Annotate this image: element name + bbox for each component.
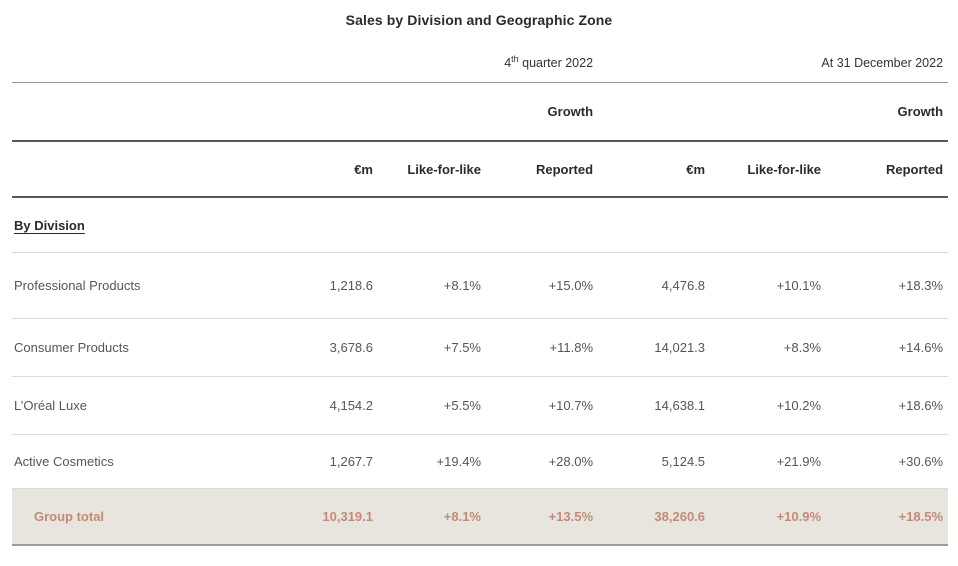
- column-header-row: €m Like-for-like Reported €m Like-for-li…: [12, 141, 949, 198]
- row-label: Professional Products: [12, 252, 312, 319]
- row-label: L’Oréal Luxe: [12, 376, 312, 435]
- table-row-active-cosmetics: Active Cosmetics 1,267.7 +19.4% +28.0% 5…: [12, 434, 949, 489]
- cell-value: +10.7%: [486, 376, 599, 435]
- section-label: By Division: [14, 217, 85, 233]
- total-value: +8.1%: [378, 488, 486, 546]
- total-value: 38,260.6: [598, 488, 711, 546]
- spacer-cell: [12, 42, 312, 83]
- total-value: 10,319.1: [312, 488, 378, 546]
- section-row: By Division: [12, 197, 949, 253]
- cell-value: +11.8%: [486, 318, 599, 377]
- cell-value: +15.0%: [486, 252, 599, 319]
- page-title: Sales by Division and Geographic Zone: [345, 12, 613, 28]
- cell-value: +5.5%: [378, 376, 486, 435]
- cell-value: 4,154.2: [312, 376, 378, 435]
- col-header-reported-ytd: Reported: [826, 141, 949, 198]
- period-q4-superscript: th: [511, 53, 519, 64]
- total-value: +10.9%: [710, 488, 827, 546]
- cell-value: 1,218.6: [312, 252, 378, 319]
- growth-header-ytd: Growth: [826, 82, 949, 142]
- cell-value: +21.9%: [710, 434, 827, 489]
- group-total-row: Group total 10,319.1 +8.1% +13.5% 38,260…: [12, 488, 949, 546]
- cell-value: 14,638.1: [598, 376, 711, 435]
- period-q4-prefix: 4: [504, 56, 512, 70]
- cell-value: +28.0%: [486, 434, 599, 489]
- period-q4-suffix: quarter 2022: [518, 56, 594, 70]
- sales-table: 4th quarter 2022 At 31 December 2022 Gro…: [12, 42, 949, 546]
- spacer-cell: [12, 141, 312, 198]
- cell-value: 1,267.7: [312, 434, 378, 489]
- total-value: +13.5%: [486, 488, 599, 546]
- period-ytd-header: At 31 December 2022: [598, 42, 949, 83]
- cell-value: +8.1%: [378, 252, 486, 319]
- cell-value: +18.3%: [826, 252, 949, 319]
- table-row-loreal-luxe: L’Oréal Luxe 4,154.2 +5.5% +10.7% 14,638…: [12, 376, 949, 435]
- col-header-reported-q4: Reported: [486, 141, 599, 198]
- cell-value: 3,678.6: [312, 318, 378, 377]
- row-label: Consumer Products: [12, 318, 312, 377]
- growth-header-q4: Growth: [486, 82, 599, 142]
- spacer-cell: [598, 82, 827, 142]
- col-header-em-q4: €m: [312, 141, 378, 198]
- period-header-row: 4th quarter 2022 At 31 December 2022: [12, 42, 949, 83]
- cell-value: 4,476.8: [598, 252, 711, 319]
- col-header-like-for-like-ytd: Like-for-like: [710, 141, 827, 198]
- spacer-cell: [12, 82, 486, 142]
- section-cell: By Division: [12, 197, 949, 253]
- cell-value: +19.4%: [378, 434, 486, 489]
- cell-value: +7.5%: [378, 318, 486, 377]
- total-label: Group total: [12, 488, 312, 546]
- table-row-professional-products: Professional Products 1,218.6 +8.1% +15.…: [12, 252, 949, 319]
- cell-value: 5,124.5: [598, 434, 711, 489]
- cell-value: +18.6%: [826, 376, 949, 435]
- period-q4-header: 4th quarter 2022: [312, 42, 599, 83]
- cell-value: +10.2%: [710, 376, 827, 435]
- cell-value: +14.6%: [826, 318, 949, 377]
- table-row-consumer-products: Consumer Products 3,678.6 +7.5% +11.8% 1…: [12, 318, 949, 377]
- cell-value: 14,021.3: [598, 318, 711, 377]
- row-label: Active Cosmetics: [12, 434, 312, 489]
- growth-header-row: Growth Growth: [12, 82, 949, 142]
- total-value: +18.5%: [826, 488, 949, 546]
- cell-value: +30.6%: [826, 434, 949, 489]
- cell-value: +10.1%: [710, 252, 827, 319]
- col-header-em-ytd: €m: [598, 141, 711, 198]
- cell-value: +8.3%: [710, 318, 827, 377]
- col-header-like-for-like-q4: Like-for-like: [378, 141, 486, 198]
